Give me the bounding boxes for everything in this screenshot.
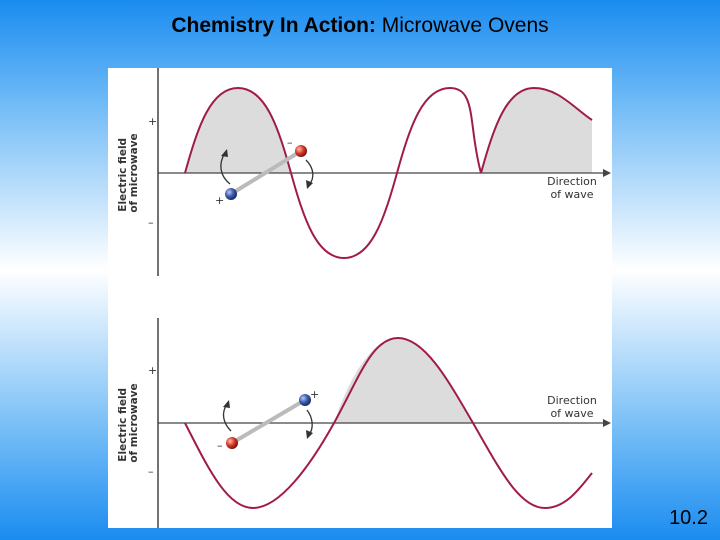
bottom-plus-tick: + bbox=[148, 364, 157, 377]
figure-svg: + – Electric field of microwave Directio… bbox=[117, 68, 611, 528]
panel-bottom: + – Electric field of microwave Directio… bbox=[117, 318, 611, 528]
top-rotation-arrowhead-left bbox=[221, 149, 228, 157]
microwave-figure: + – Electric field of microwave Directio… bbox=[108, 68, 612, 528]
bottom-rotation-arrow-left bbox=[222, 403, 232, 432]
top-x-axis-arrowhead bbox=[603, 169, 611, 177]
top-positive-shade-1 bbox=[185, 88, 291, 173]
bottom-wave bbox=[184, 336, 593, 510]
top-right-charge: – bbox=[287, 136, 293, 149]
bottom-ylabel-line1: Electric field bbox=[117, 388, 129, 462]
bottom-rotation-arrowhead-left bbox=[223, 400, 230, 408]
top-left-atom bbox=[225, 188, 237, 200]
top-wave-tail bbox=[480, 86, 593, 174]
bottom-bond bbox=[230, 398, 307, 445]
top-minus-tick: – bbox=[148, 216, 154, 229]
top-rotation-arrowhead-right bbox=[306, 180, 313, 189]
bottom-direction-label-1: Direction bbox=[547, 394, 597, 407]
bottom-direction-label-2: of wave bbox=[550, 407, 593, 420]
slide-title: Chemistry In Action: Microwave Ovens bbox=[0, 14, 720, 38]
bottom-ylabel-line2: of microwave bbox=[128, 383, 140, 462]
bottom-left-atom bbox=[226, 437, 238, 449]
slide-title-bold: Chemistry In Action: bbox=[171, 14, 376, 37]
top-bond bbox=[229, 149, 303, 196]
slide-number: 10.2 bbox=[669, 507, 708, 529]
slide-title-rest: Microwave Ovens bbox=[375, 14, 549, 37]
top-positive-shade-2 bbox=[481, 88, 592, 173]
top-ylabel: Electric field of microwave bbox=[117, 133, 140, 212]
bottom-right-charge: + bbox=[310, 388, 319, 401]
bottom-left-charge: – bbox=[217, 439, 223, 452]
bottom-x-axis-arrowhead bbox=[603, 419, 611, 427]
top-wave bbox=[184, 86, 482, 260]
bottom-positive-shade bbox=[334, 338, 473, 423]
top-plus-tick: + bbox=[148, 115, 157, 128]
top-left-charge: + bbox=[215, 194, 224, 207]
top-ylabel-line2: of microwave bbox=[128, 133, 140, 212]
bottom-minus-tick: – bbox=[148, 465, 154, 478]
top-ylabel-line1: Electric field bbox=[117, 138, 129, 212]
bottom-right-atom bbox=[299, 394, 311, 406]
top-right-atom bbox=[295, 145, 307, 157]
bottom-ylabel: Electric field of microwave bbox=[117, 383, 140, 462]
panel-top: + – Electric field of microwave Directio… bbox=[117, 68, 611, 276]
bottom-rotation-arrowhead-right bbox=[306, 430, 313, 439]
top-direction-label-1: Direction bbox=[547, 175, 597, 188]
top-direction-label-2: of wave bbox=[550, 188, 593, 201]
